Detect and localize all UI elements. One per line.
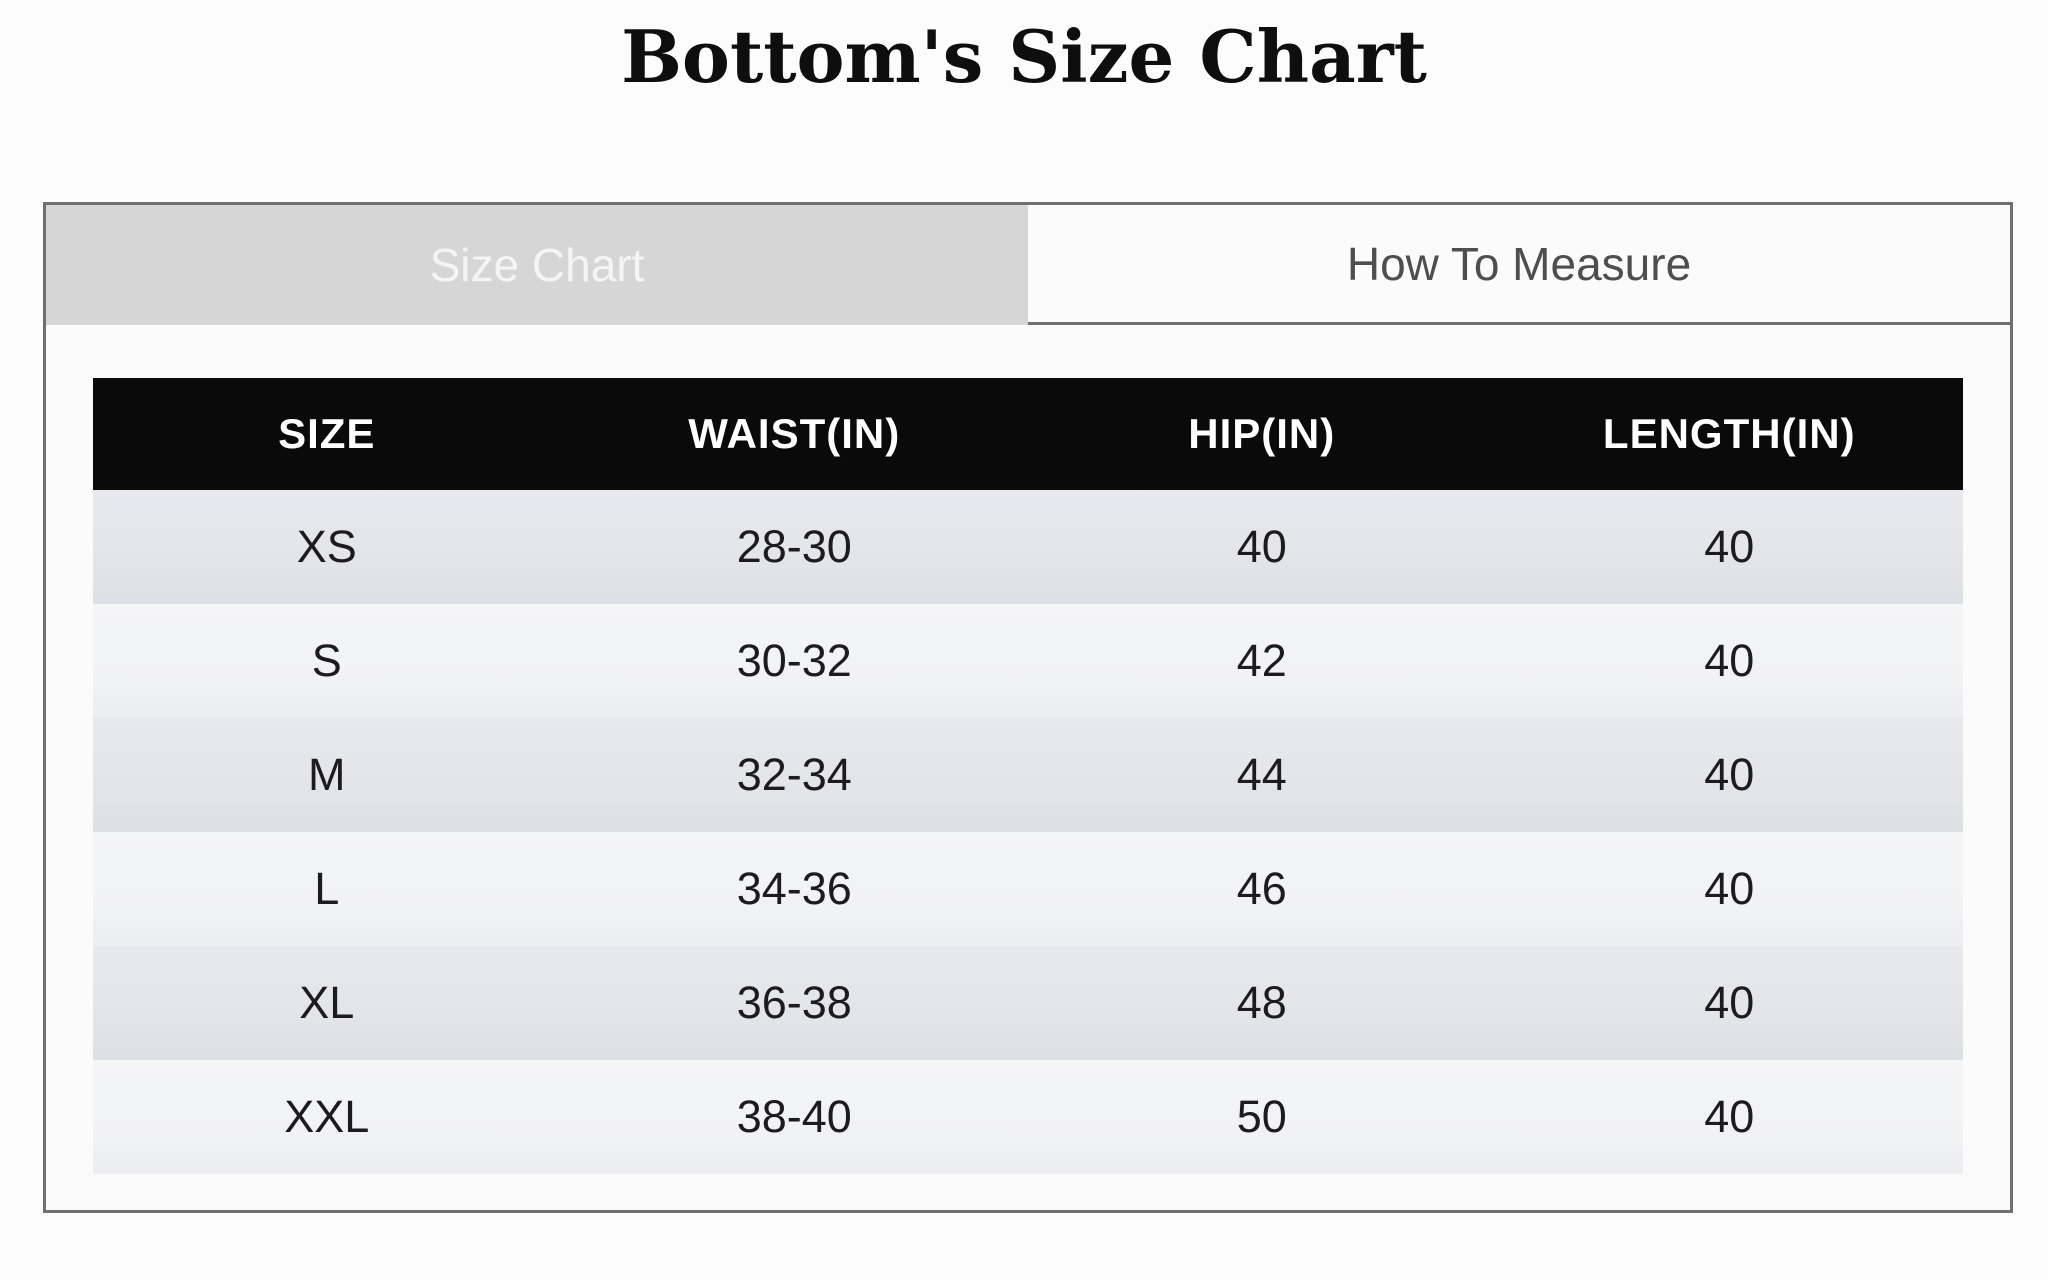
table-row: XL 36-38 48 40 — [93, 946, 1963, 1060]
table-cell: 40 — [1028, 490, 1496, 604]
table-cell: 42 — [1028, 604, 1496, 718]
column-header-hip: HIP(IN) — [1028, 378, 1496, 490]
table-cell: 46 — [1028, 832, 1496, 946]
table-cell: L — [93, 832, 561, 946]
table-cell: S — [93, 604, 561, 718]
column-header-waist: WAIST(IN) — [560, 378, 1028, 490]
table-cell: 50 — [1028, 1060, 1496, 1174]
table-cell: 40 — [1495, 832, 1963, 946]
tab-how-to-measure[interactable]: How To Measure — [1028, 205, 2010, 325]
table-cell: 40 — [1495, 718, 1963, 832]
table-cell: 36-38 — [560, 946, 1028, 1060]
tab-size-chart[interactable]: Size Chart — [46, 205, 1028, 325]
table-cell: 48 — [1028, 946, 1496, 1060]
table-cell: 40 — [1495, 946, 1963, 1060]
table-row: XXL 38-40 50 40 — [93, 1060, 1963, 1174]
size-chart-panel: Size Chart How To Measure SIZE WAIST(IN)… — [43, 202, 2013, 1213]
table-row: M 32-34 44 40 — [93, 718, 1963, 832]
column-header-size: SIZE — [93, 378, 561, 490]
table-cell: 40 — [1495, 604, 1963, 718]
table-cell: 34-36 — [560, 832, 1028, 946]
table-cell: 32-34 — [560, 718, 1028, 832]
table-cell: 30-32 — [560, 604, 1028, 718]
size-chart-content: SIZE WAIST(IN) HIP(IN) LENGTH(IN) XS 28-… — [46, 325, 2010, 1174]
table-cell: 28-30 — [560, 490, 1028, 604]
table-cell: M — [93, 718, 561, 832]
table-cell: 40 — [1495, 1060, 1963, 1174]
table-cell: 38-40 — [560, 1060, 1028, 1174]
page-title: Bottom's Size Chart — [621, 14, 1427, 99]
table-cell: 40 — [1495, 490, 1963, 604]
table-cell: XS — [93, 490, 561, 604]
table-row: L 34-36 46 40 — [93, 832, 1963, 946]
size-table: SIZE WAIST(IN) HIP(IN) LENGTH(IN) XS 28-… — [93, 378, 1963, 1174]
table-row: S 30-32 42 40 — [93, 604, 1963, 718]
table-cell: XL — [93, 946, 561, 1060]
column-header-length: LENGTH(IN) — [1495, 378, 1963, 490]
table-row: XS 28-30 40 40 — [93, 490, 1963, 604]
table-cell: XXL — [93, 1060, 561, 1174]
tab-bar: Size Chart How To Measure — [46, 205, 2010, 325]
table-cell: 44 — [1028, 718, 1496, 832]
table-header-row: SIZE WAIST(IN) HIP(IN) LENGTH(IN) — [93, 378, 1963, 490]
